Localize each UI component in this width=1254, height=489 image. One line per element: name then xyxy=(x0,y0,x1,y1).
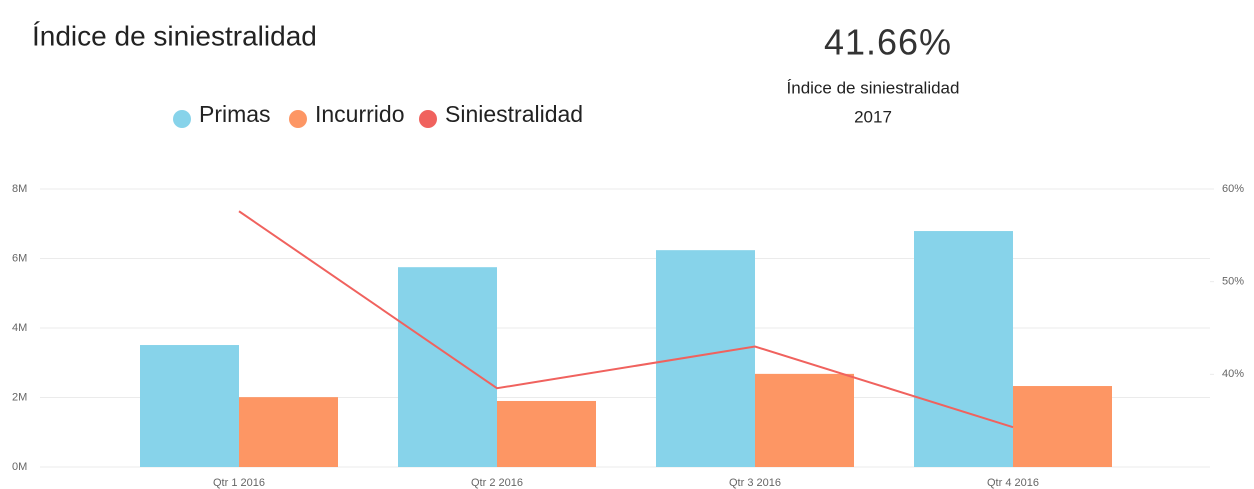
y2-tick-label: 60% xyxy=(1222,183,1244,195)
bar xyxy=(755,373,854,467)
legend-label: Primas xyxy=(199,101,271,127)
legend-label: Incurrido xyxy=(315,101,404,127)
bar xyxy=(239,397,338,467)
legend-marker xyxy=(173,110,191,128)
bar xyxy=(656,250,755,467)
x-tick-label: Qtr 4 2016 xyxy=(987,477,1039,489)
x-tick-label: Qtr 2 2016 xyxy=(471,477,523,489)
y-tick-label: 2M xyxy=(12,391,27,403)
y2-tick-label: 50% xyxy=(1222,276,1244,288)
legend-marker xyxy=(419,110,437,128)
x-tick-label: Qtr 3 2016 xyxy=(729,477,781,489)
kpi-label: Índice de siniestralidad xyxy=(787,78,960,97)
legend-label: Siniestralidad xyxy=(445,101,583,127)
bar xyxy=(1013,386,1112,467)
y-tick-label: 8M xyxy=(12,183,27,195)
bar xyxy=(914,231,1013,467)
y-tick-label: 4M xyxy=(12,322,27,334)
legend-marker xyxy=(289,110,307,128)
y-tick-label: 6M xyxy=(12,252,27,264)
bar xyxy=(398,267,497,467)
page-title: Índice de siniestralidad xyxy=(32,20,317,51)
y-tick-label: 0M xyxy=(12,461,27,473)
x-tick-label: Qtr 1 2016 xyxy=(213,477,265,489)
y2-tick-label: 40% xyxy=(1222,368,1244,380)
bar xyxy=(497,400,596,467)
kpi-period: 2017 xyxy=(854,107,892,126)
bar xyxy=(140,345,239,467)
line-series xyxy=(238,210,1014,429)
kpi-value: 41.66% xyxy=(824,22,952,63)
